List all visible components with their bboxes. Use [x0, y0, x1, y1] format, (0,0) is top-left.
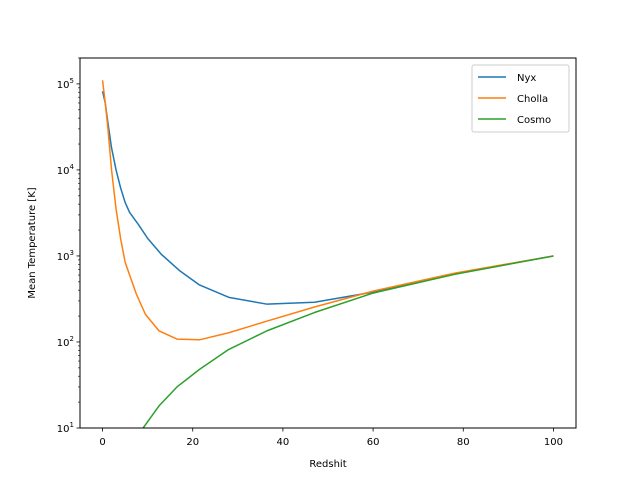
plot-area — [79, 57, 577, 429]
y-tick-label: 101 — [57, 421, 74, 435]
legend-label-cosmo: Cosmo — [517, 115, 551, 126]
legend-label-nyx: Nyx — [517, 73, 536, 84]
plot-frame — [79, 57, 577, 429]
x-axis-ticks: 0 20 40 60 80 100 — [99, 428, 563, 448]
series-line-nyx — [101, 91, 554, 305]
legend-entries: Nyx Cholla Cosmo — [478, 73, 551, 126]
x-tick-label: 40 — [277, 437, 290, 448]
x-tick-label: 100 — [544, 437, 563, 448]
y-axis-label: Mean Temperature [K] — [27, 187, 38, 298]
y-tick-label: 105 — [57, 77, 74, 91]
y-axis-ticks: 101 102 103 104 105 — [57, 57, 80, 435]
series-line-cosmo — [142, 255, 554, 428]
x-tick-label: 0 — [99, 437, 105, 448]
legend-box — [471, 64, 570, 133]
x-tick-label: 20 — [186, 437, 199, 448]
y-tick-label: 102 — [57, 335, 74, 349]
x-axis-label: Redshit — [309, 459, 346, 470]
legend-label-cholla: Cholla — [517, 94, 548, 105]
x-tick-label: 60 — [367, 437, 380, 448]
y-tick-label: 104 — [57, 163, 75, 177]
x-tick-label: 80 — [457, 437, 470, 448]
legend: Nyx Cholla Cosmo — [471, 64, 570, 133]
series-line-cholla — [101, 80, 554, 341]
y-tick-label: 103 — [57, 249, 74, 263]
series-layer — [101, 80, 554, 428]
